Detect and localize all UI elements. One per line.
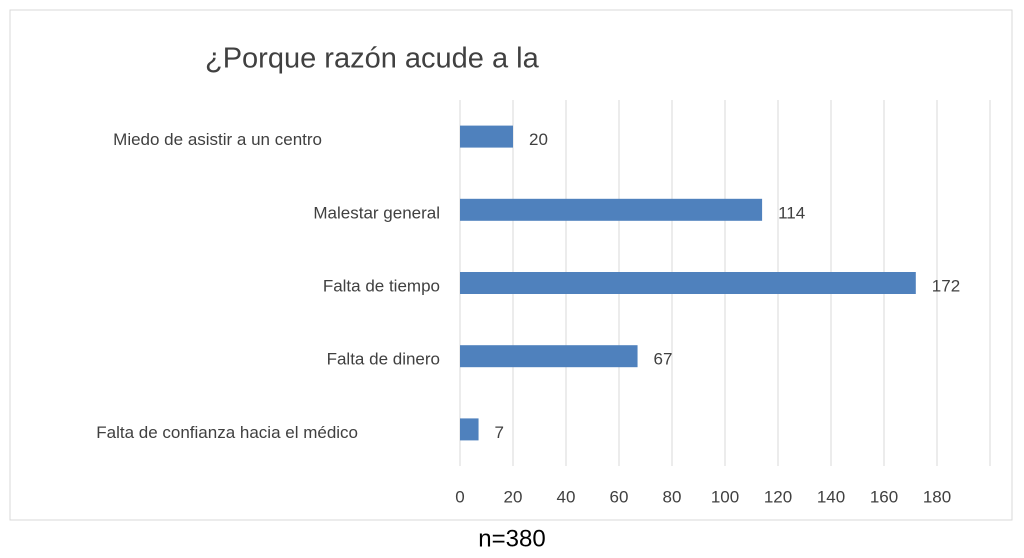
bar — [460, 198, 763, 221]
x-tick-label: 40 — [557, 487, 576, 506]
chart-frame — [9, 9, 1013, 521]
value-label: 172 — [932, 276, 960, 295]
x-tick-label: 80 — [663, 487, 682, 506]
x-tick-label: 140 — [817, 487, 845, 506]
x-tick-label: 20 — [504, 487, 523, 506]
x-tick-label: 0 — [455, 487, 464, 506]
y-tick-label: Falta de dinero — [327, 350, 440, 369]
x-tick-label: 100 — [711, 487, 739, 506]
value-label: 20 — [529, 130, 548, 149]
x-tick-label: 180 — [923, 487, 951, 506]
bar — [460, 345, 638, 368]
value-label: 67 — [654, 350, 673, 369]
y-tick-label: Falta de tiempo — [323, 276, 440, 295]
chart-title: ¿Porque razón acude a la — [205, 43, 540, 75]
bar — [460, 272, 916, 294]
y-tick-label: Malestar general — [313, 203, 440, 222]
bar — [460, 418, 479, 441]
sample-note: n=380 — [478, 525, 545, 552]
bar — [460, 125, 513, 148]
x-tick-label: 160 — [870, 487, 898, 506]
x-tick-label: 60 — [610, 487, 629, 506]
value-label: 7 — [495, 423, 504, 442]
x-tick-label: 120 — [764, 487, 792, 506]
y-tick-label: Falta de confianza hacia el médico — [96, 423, 358, 442]
y-tick-label: Miedo de asistir a un centro — [113, 130, 322, 149]
value-label: 114 — [778, 203, 805, 222]
